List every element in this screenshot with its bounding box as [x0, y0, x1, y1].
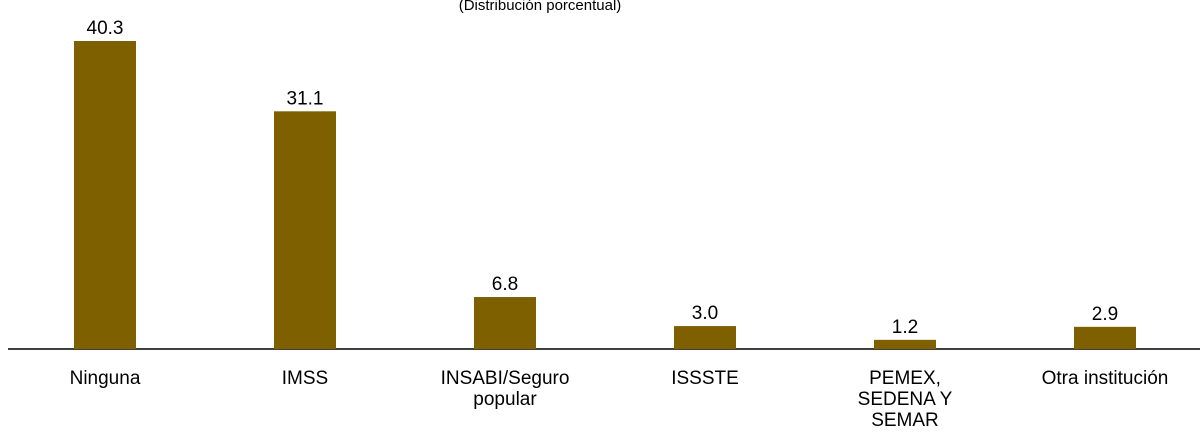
bar: [674, 326, 736, 349]
bar: [874, 339, 936, 349]
bar: [1074, 326, 1136, 349]
x-tick-label: INSABI/Seguro popular: [440, 368, 570, 410]
data-label: 1.2: [892, 317, 918, 338]
x-tick-label: PEMEX, SEDENA Y SEMAR: [857, 368, 953, 431]
chart-subtitle: (Distribución porcentual): [459, 0, 622, 14]
data-label: 2.9: [1092, 304, 1118, 325]
data-label: 31.1: [287, 88, 324, 109]
x-tick-label: IMSS: [281, 368, 329, 389]
x-tick-label: ISSSTE: [671, 368, 739, 389]
data-label: 3.0: [692, 303, 718, 324]
bar: [74, 41, 136, 349]
bar: [474, 297, 536, 349]
x-tick-label: Ninguna: [69, 368, 141, 389]
data-label: 6.8: [492, 274, 518, 295]
data-label: 40.3: [87, 18, 124, 39]
bar: [274, 111, 336, 349]
x-tick-label: Otra institución: [1041, 368, 1169, 389]
